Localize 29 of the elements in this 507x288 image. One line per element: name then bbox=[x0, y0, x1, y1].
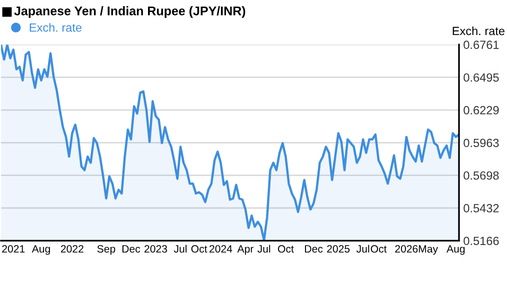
x-tick-label: 2024 bbox=[210, 245, 232, 253]
y-tick-label: 0.5432 bbox=[464, 204, 499, 212]
chart-title: Japanese Yen / Indian Rupee (JPY/INR) bbox=[14, 6, 246, 18]
x-tick-label: 2021 bbox=[2, 245, 25, 253]
y-tick-label: 0.6495 bbox=[464, 73, 499, 82]
x-tick-label: Dec bbox=[305, 245, 323, 253]
x-tick-label: Aug bbox=[32, 245, 50, 255]
x-tick-label: May bbox=[418, 245, 438, 255]
x-tick-label: 2025 bbox=[327, 245, 350, 253]
x-tick-label: Oct bbox=[370, 245, 387, 253]
x-tick-label: Jul bbox=[174, 244, 187, 253]
y-axis-title: Exch. rate bbox=[452, 26, 504, 36]
x-tick-label: Jul bbox=[257, 244, 270, 253]
y-tick-label: 0.5698 bbox=[464, 171, 499, 180]
x-tick-label: Oct bbox=[191, 245, 208, 253]
y-tick-label: 0.5963 bbox=[464, 138, 499, 148]
x-tick-label: 2023 bbox=[144, 245, 168, 253]
y-tick-label: 0.6761 bbox=[464, 40, 499, 49]
x-tick-label: 2022 bbox=[60, 245, 84, 253]
y-tick-label: 0.6229 bbox=[464, 106, 499, 114]
y-tick-label: 0.5166 bbox=[464, 236, 499, 246]
x-tick-label: 2026 bbox=[395, 245, 418, 253]
x-tick-label: Oct bbox=[278, 245, 294, 253]
x-tick-label: Sep bbox=[97, 245, 116, 255]
legend-label: Exch. rate bbox=[30, 23, 82, 32]
x-tick-label: Apr bbox=[237, 245, 254, 255]
x-tick-label: Aug bbox=[446, 245, 465, 255]
x-tick-label: Jul bbox=[356, 244, 370, 253]
x-tick-label: Dec bbox=[122, 245, 140, 253]
